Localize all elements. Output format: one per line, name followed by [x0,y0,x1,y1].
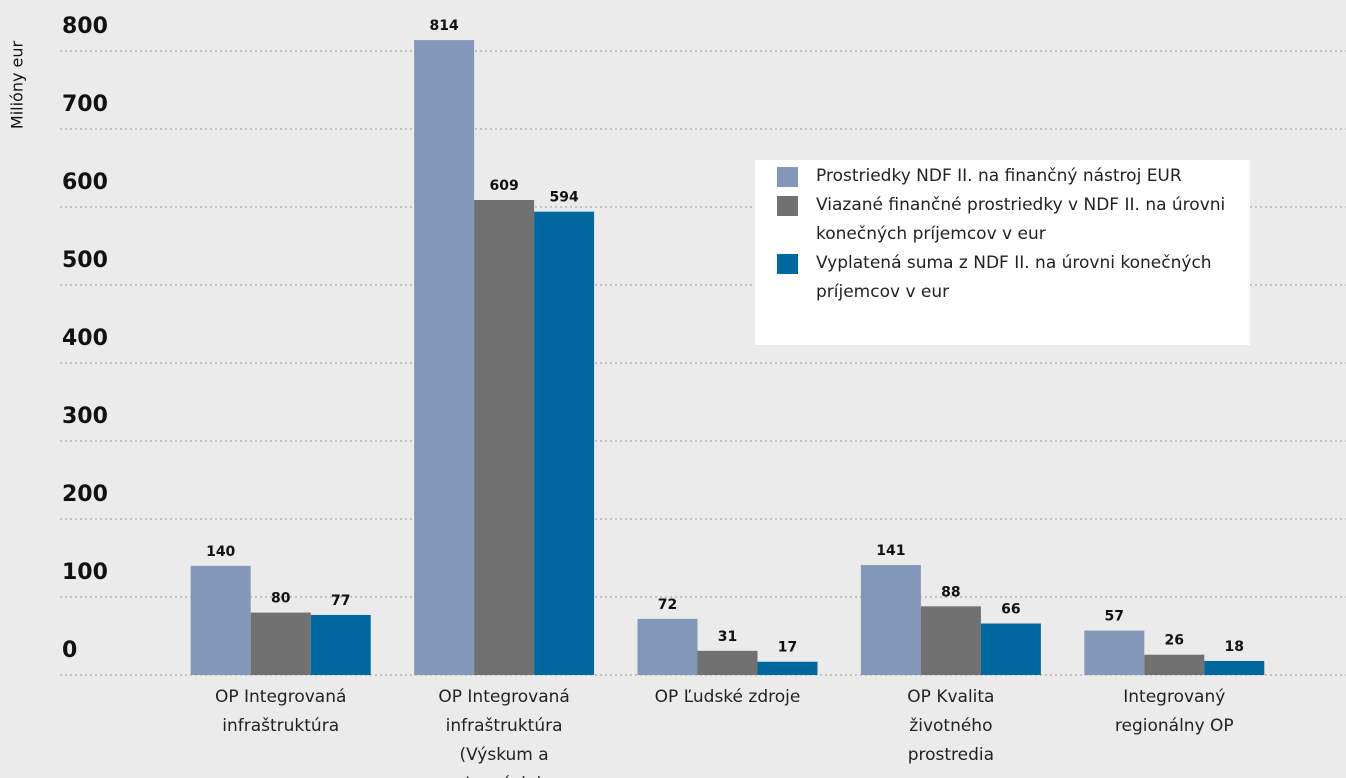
legend-label: Vyplatená suma z NDF II. na úrovni koneč… [816,253,1212,302]
data-label: 88 [941,584,960,600]
y-tick-label: 100 [62,560,108,585]
legend-swatch [777,254,798,274]
x-tick-label: OP Kvalita životného prostredia [907,687,995,765]
data-label: 31 [718,629,737,645]
legend: Prostriedky NDF II. na finančný nástroj … [755,160,1250,345]
legend-label: Viazané finančné prostriedky v NDF II. n… [816,195,1226,244]
y-tick-label: 700 [62,92,108,117]
data-label: 609 [489,178,518,194]
y-tick-label: 500 [62,248,108,273]
bar [697,650,758,675]
data-label: 66 [1001,602,1020,618]
bar [637,618,698,675]
bar [310,614,371,675]
bar [414,40,475,675]
bar [1204,660,1265,675]
bar [1084,630,1145,675]
x-tick-label: Integrovaný regionálny OP [1114,687,1234,736]
bar [757,661,818,675]
bar [980,623,1041,675]
y-tick-label: 300 [62,404,108,429]
y-tick-label: 800 [62,14,108,39]
legend-item: Vyplatená suma z NDF II. na úrovni koneč… [777,249,1230,307]
legend-label: Prostriedky NDF II. na finančný nástroj … [816,166,1182,186]
bar [1144,654,1205,675]
legend-swatch [777,196,798,216]
data-label: 26 [1165,633,1184,649]
data-label: 72 [658,597,677,613]
legend-swatch [777,167,798,187]
y-tick-label: 200 [62,482,108,507]
data-label: 814 [429,18,458,34]
legend-item: Viazané finančné prostriedky v NDF II. n… [777,191,1230,249]
bar [190,565,251,675]
bar [474,199,535,676]
x-tick-label: OP Ľudské zdroje [654,687,801,707]
data-label: 18 [1225,639,1244,655]
bar [250,612,311,675]
y-tick-label: 600 [62,170,108,195]
data-label: 17 [778,640,797,656]
data-label: 77 [331,593,350,609]
y-tick-label: 0 [62,638,77,663]
x-tick-label: OP Integrovaná infraštruktúra [214,687,347,736]
data-label: 80 [271,591,291,607]
bar [534,211,595,675]
data-label: 140 [206,544,235,560]
data-label: 594 [549,190,578,206]
bar [860,565,921,675]
y-axis-label: Milióny eur [8,40,27,129]
data-label: 57 [1105,609,1124,625]
y-tick-label: 400 [62,326,108,351]
data-label: 141 [876,543,905,559]
bar [920,606,981,675]
legend-item: Prostriedky NDF II. na finančný nástroj … [777,162,1230,191]
x-tick-label: OP Integrovaná infraštruktúra (Výskum a … [438,687,570,778]
